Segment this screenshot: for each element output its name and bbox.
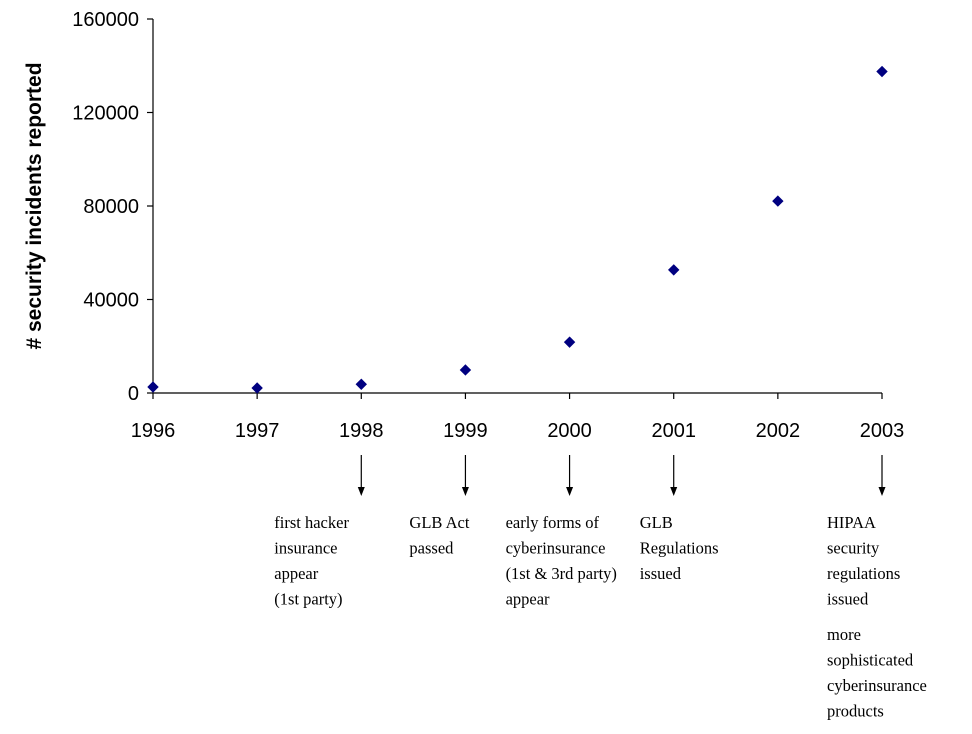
data-point — [772, 195, 784, 207]
y-tick-label: 120000 — [72, 103, 139, 125]
data-points — [147, 65, 888, 394]
y-tick-label: 40000 — [83, 290, 139, 312]
x-tick-label: 1996 — [131, 420, 176, 442]
annotation-text: regulations — [827, 564, 900, 583]
y-tick-label: 80000 — [83, 196, 139, 218]
x-tick-label: 2001 — [651, 420, 696, 442]
y-axis: 0 40000 80000 120000 160000 — [72, 9, 154, 405]
arrow-head — [461, 487, 469, 496]
annotations: first hacker insurance appear (1st party) GL… — [274, 455, 927, 721]
annotation-text: GLB Act — [409, 513, 469, 532]
annotation-text: early forms of — [506, 513, 600, 532]
annotation-text: sophisticated — [827, 651, 914, 670]
x-axis: 1996 1997 1998 1999 2000 2001 2002 2003 — [131, 392, 905, 442]
annotation-text: (1st party) — [274, 590, 342, 609]
data-point — [147, 381, 159, 393]
y-tick-label: 160000 — [72, 9, 139, 31]
x-tick-label: 1997 — [235, 420, 280, 442]
data-point — [355, 378, 367, 390]
annotation-text: HIPAA — [827, 513, 876, 532]
annotation-text: issued — [827, 590, 869, 609]
x-tick-label: 1999 — [443, 420, 488, 442]
data-point — [563, 336, 576, 348]
annotation-text: GLB — [640, 513, 673, 532]
annotation-text: passed — [409, 539, 454, 558]
y-axis-label: # security incidents reported — [23, 62, 46, 349]
annotation-text: products — [827, 702, 884, 721]
x-tick-label: 1998 — [339, 420, 384, 442]
annotation-text: cyberinsurance — [506, 539, 606, 558]
annotation-text: issued — [640, 564, 682, 583]
data-point — [876, 65, 888, 78]
x-tick-label: 2000 — [547, 420, 592, 442]
annotation-text: appear — [506, 590, 550, 609]
annotation-text: more — [827, 625, 861, 644]
data-point — [668, 264, 680, 276]
arrow-head — [357, 487, 365, 496]
arrow-head — [878, 487, 886, 496]
annotation-text: appear — [274, 564, 318, 583]
data-point — [251, 382, 263, 394]
x-tick-label: 2003 — [860, 420, 905, 442]
x-tick-label: 2002 — [756, 420, 801, 442]
annotation-text: (1st & 3rd party) — [506, 564, 617, 583]
annotation-text: Regulations — [640, 539, 719, 558]
annotation-text: first hacker — [274, 513, 349, 532]
data-point — [459, 364, 472, 376]
arrow-head — [670, 487, 678, 496]
arrow-head — [566, 487, 574, 496]
y-tick-label: 0 — [128, 383, 139, 405]
annotation-text: security — [827, 539, 880, 558]
annotation-text: cyberinsurance — [827, 676, 927, 695]
annotation-text: insurance — [274, 539, 337, 558]
